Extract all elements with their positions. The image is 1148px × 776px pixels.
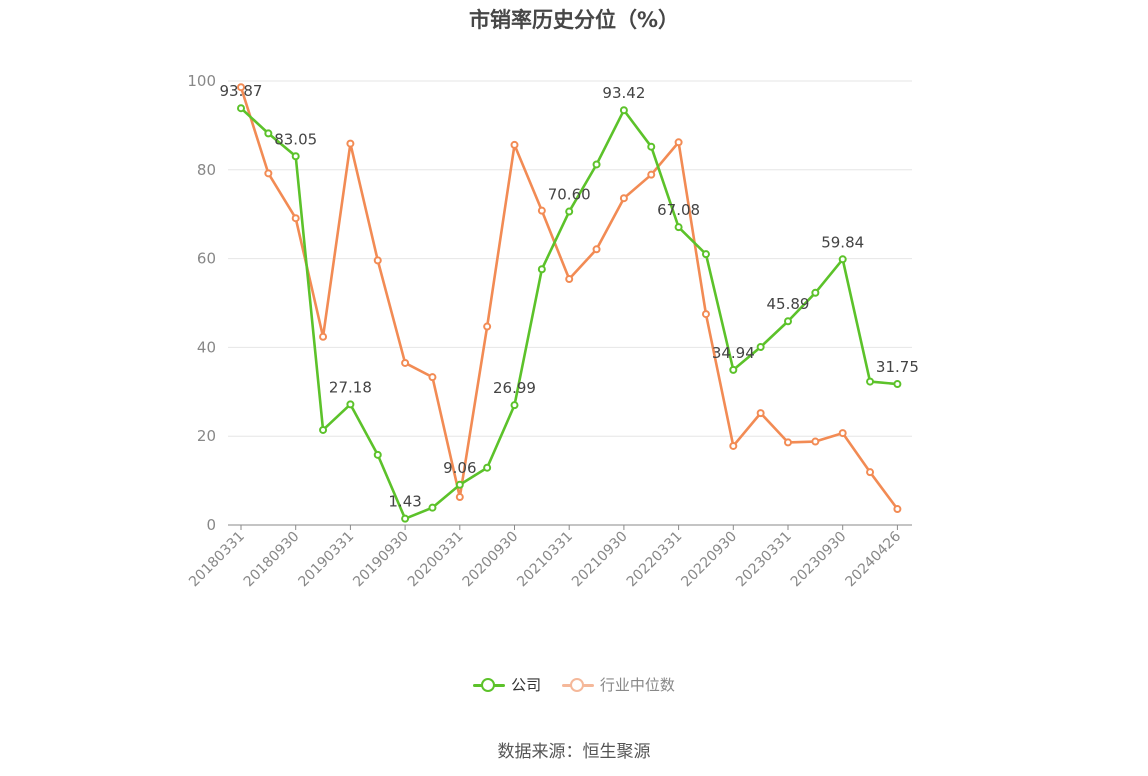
x-tick-label: 20200930 xyxy=(460,529,522,591)
data-label: 9.06 xyxy=(443,459,476,477)
data-point-industry-median xyxy=(647,170,656,179)
x-tick-label: 20200331 xyxy=(405,529,467,591)
data-point-industry-median xyxy=(592,245,601,254)
legend-industry-label: 行业中位数 xyxy=(599,676,675,694)
data-point-industry-median xyxy=(838,429,847,438)
data-label: 70.60 xyxy=(548,186,591,204)
data-point-industry-median xyxy=(237,83,245,92)
data-label: 45.89 xyxy=(767,295,810,313)
data-point-industry-median xyxy=(537,206,546,215)
data-source-note: 数据来源：恒生聚源 xyxy=(497,742,651,762)
data-point-industry-median xyxy=(701,310,710,319)
x-tick-label: 20190930 xyxy=(350,529,412,591)
data-point-industry-median xyxy=(756,409,765,418)
x-tick-label: 20180331 xyxy=(186,529,248,591)
legend-industry-marker-icon xyxy=(561,677,594,692)
data-point-company xyxy=(647,142,656,151)
data-point-company xyxy=(401,514,410,523)
legend-item-company[interactable]: 公司 xyxy=(473,674,541,695)
legend-company-marker-icon xyxy=(473,677,506,692)
data-point-company xyxy=(483,463,492,472)
data-point-industry-median xyxy=(291,214,300,223)
data-point-company xyxy=(866,377,875,386)
y-tick-label: 80 xyxy=(197,161,216,179)
data-label: 34.94 xyxy=(712,344,755,362)
data-point-industry-median xyxy=(729,441,738,450)
y-tick-label: 100 xyxy=(187,72,216,90)
legend-company-label: 公司 xyxy=(511,676,542,694)
data-point-industry-median xyxy=(811,437,820,446)
data-point-industry-median xyxy=(319,332,328,341)
data-point-company xyxy=(264,129,273,138)
x-tick-label: 20210331 xyxy=(514,529,576,591)
data-point-company xyxy=(237,104,245,113)
data-point-industry-median xyxy=(264,169,273,178)
data-point-industry-median xyxy=(674,138,683,147)
y-tick-label: 20 xyxy=(197,427,216,445)
x-tick-label: 20210930 xyxy=(569,529,631,591)
data-label: 83.05 xyxy=(274,130,317,148)
data-label: 27.18 xyxy=(329,378,372,396)
data-label: 31.75 xyxy=(876,358,919,376)
data-point-company xyxy=(565,207,574,216)
data-point-industry-median xyxy=(373,256,382,265)
data-point-industry-median xyxy=(428,373,437,382)
data-point-company xyxy=(674,223,683,232)
data-label: 59.84 xyxy=(821,233,864,251)
data-point-company xyxy=(784,317,792,326)
data-point-company xyxy=(537,265,546,274)
data-point-company xyxy=(729,365,738,374)
data-point-industry-median xyxy=(455,493,464,502)
data-point-company xyxy=(428,503,437,512)
grid-lines xyxy=(228,80,912,437)
y-axis: 0 20 40 60 80 100 xyxy=(187,72,216,534)
x-tick-label: 20230331 xyxy=(733,529,795,591)
data-point-company xyxy=(592,160,601,169)
legend: 公司 行业中位数 xyxy=(0,674,1148,696)
data-label: 26.99 xyxy=(493,379,536,397)
data-label: 67.08 xyxy=(657,201,700,219)
data-label: 93.42 xyxy=(602,84,645,102)
y-tick-label: 60 xyxy=(197,250,216,268)
data-point-company xyxy=(701,250,710,259)
data-point-company xyxy=(373,450,382,459)
x-tick-label: 20180930 xyxy=(241,529,303,591)
x-tick-label: 20190331 xyxy=(296,529,358,591)
data-point-industry-median xyxy=(565,275,574,284)
data-point-company xyxy=(893,380,902,389)
line-chart: 0 20 40 60 80 100 201803312018093020190331201… xyxy=(186,72,919,591)
x-tick-label: 20220331 xyxy=(624,529,686,591)
data-point-industry-median xyxy=(401,358,410,367)
data-point-company xyxy=(838,255,847,264)
data-label: 1.43 xyxy=(388,493,421,511)
data-point-industry-median xyxy=(784,438,792,447)
legend-item-industry-median[interactable]: 行业中位数 xyxy=(561,674,675,695)
data-point-industry-median xyxy=(893,505,902,514)
data-point-company xyxy=(455,480,464,489)
data-point-industry-median xyxy=(866,468,875,477)
data-point-company xyxy=(319,425,328,434)
x-axis: 2018033120180930201903312019093020200331… xyxy=(186,524,912,591)
series xyxy=(237,83,902,523)
data-point-company xyxy=(346,400,355,409)
data-point-company xyxy=(756,342,765,351)
chart-title: 市销率历史分位（%） xyxy=(468,8,680,32)
data-point-industry-median xyxy=(483,322,492,331)
data-labels: 93.87 83.05 27.18 1.43 9.06 26.99 70.60 93.42 67… xyxy=(220,82,919,510)
y-tick-label: 40 xyxy=(197,338,216,356)
data-point-industry-median xyxy=(619,194,628,203)
data-point-company xyxy=(619,106,628,115)
x-tick-label: 20230930 xyxy=(788,529,850,591)
data-point-company xyxy=(510,401,519,410)
data-label: 93.87 xyxy=(220,82,263,100)
data-point-industry-median xyxy=(346,139,355,148)
data-point-company xyxy=(811,288,820,297)
y-tick-label: 0 xyxy=(206,516,216,534)
x-tick-label: 20220930 xyxy=(678,529,740,591)
data-point-industry-median xyxy=(510,140,519,149)
x-tick-label: 20240426 xyxy=(843,528,905,590)
data-point-company xyxy=(291,152,300,161)
